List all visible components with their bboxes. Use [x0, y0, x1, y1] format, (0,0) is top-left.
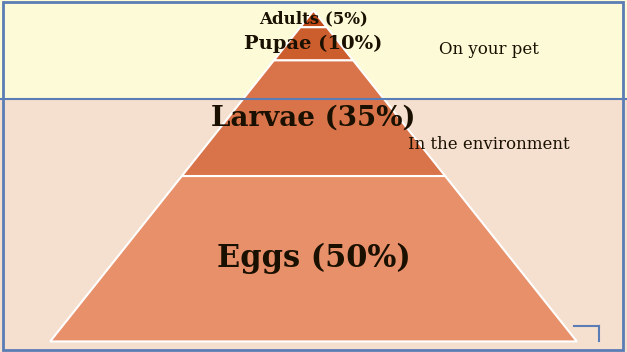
- Text: In the environment: In the environment: [408, 136, 570, 153]
- Text: Pupae (10%): Pupae (10%): [245, 34, 382, 53]
- Text: Eggs (50%): Eggs (50%): [216, 243, 411, 274]
- Polygon shape: [274, 27, 353, 60]
- Polygon shape: [300, 11, 327, 27]
- Text: On your pet: On your pet: [439, 41, 539, 58]
- Text: Larvae (35%): Larvae (35%): [211, 105, 416, 132]
- Bar: [0, 99, 627, 352]
- Polygon shape: [182, 60, 445, 176]
- Text: Adults (5%): Adults (5%): [259, 10, 368, 27]
- Bar: [0, 0, 627, 99]
- Polygon shape: [50, 176, 577, 341]
